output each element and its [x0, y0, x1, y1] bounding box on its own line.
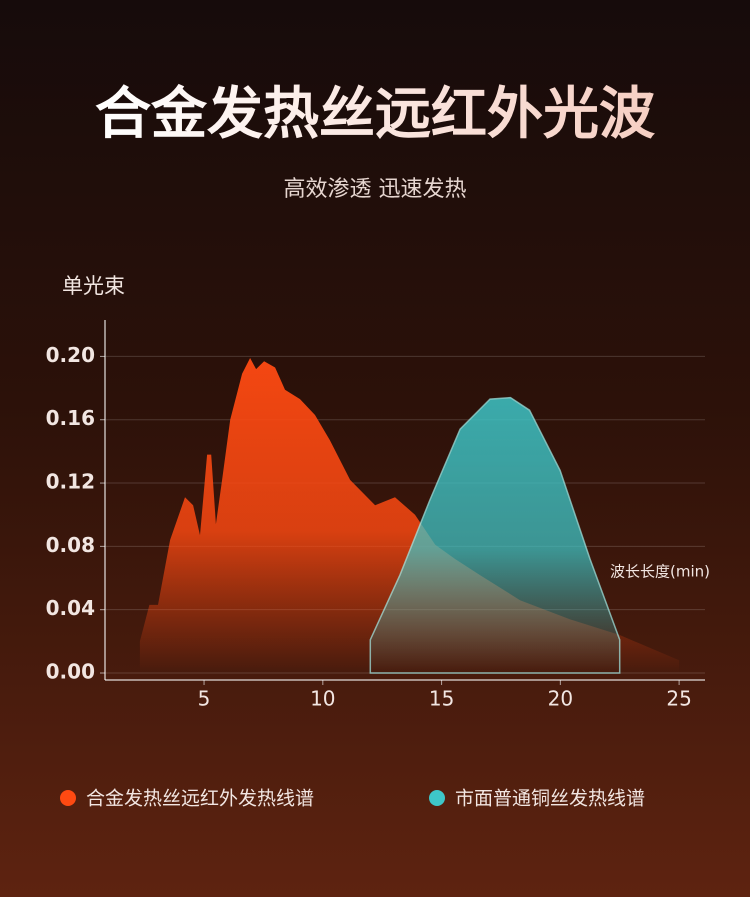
- area: [139, 358, 680, 673]
- subtitle: 高效渗透 迅速发热: [284, 177, 467, 202]
- y-tick-label: 0.20: [46, 343, 95, 367]
- x-tick-label: 5: [198, 687, 211, 711]
- x-tick-label: 25: [666, 687, 691, 711]
- y-tick-label: 0.08: [46, 533, 95, 557]
- y-tick-label: 0.16: [46, 406, 95, 430]
- y-tick-label: 0.12: [46, 470, 95, 494]
- x-axis-label: 波长长度(min): [610, 563, 710, 581]
- legend-label: 合金发热丝远红外发热线谱: [86, 788, 314, 810]
- legend-marker: [429, 790, 445, 806]
- area: [369, 396, 621, 674]
- x-tick-label: 15: [429, 687, 454, 711]
- y-axis-label: 单光束: [62, 274, 125, 298]
- x-tick-label: 10: [310, 687, 335, 711]
- title: 合金发热丝远红外光波: [95, 82, 655, 147]
- y-tick-label: 0.00: [46, 660, 95, 684]
- legend-marker: [60, 790, 76, 806]
- y-tick-label: 0.04: [46, 596, 95, 620]
- legend-label: 市面普通铜丝发热线谱: [455, 788, 645, 810]
- x-tick-label: 20: [548, 687, 573, 711]
